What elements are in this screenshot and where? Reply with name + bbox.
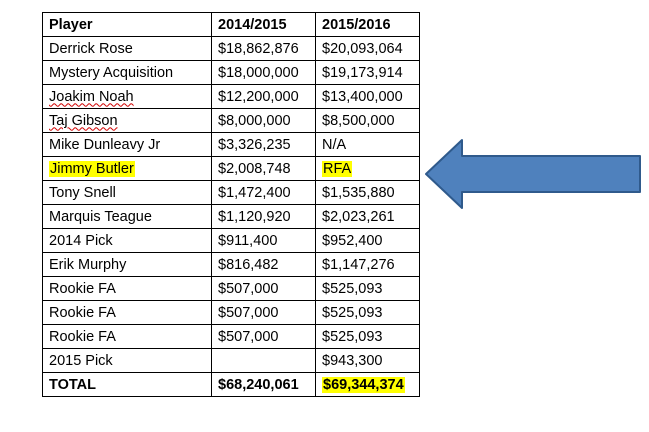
spellcheck-underlined-name: Taj Gibson — [49, 112, 118, 129]
left-arrow-icon — [425, 139, 641, 209]
table-row: Mystery Acquisition $18,000,000 $19,173,… — [42, 60, 420, 85]
player-cell: 2015 Pick — [42, 348, 212, 373]
salary-2015-cell: $943,300 — [315, 348, 420, 373]
table-row: Tony Snell $1,472,400 $1,535,880 — [42, 180, 420, 205]
header-player: Player — [42, 12, 212, 37]
spellcheck-underlined-name: Joakim Noah — [49, 88, 134, 105]
player-cell: Rookie FA — [42, 324, 212, 349]
table-row: Rookie FA $507,000 $525,093 — [42, 276, 420, 301]
salary-2014-cell: $507,000 — [211, 276, 316, 301]
salary-2015-cell: $525,093 — [315, 324, 420, 349]
salary-2015-cell: $13,400,000 — [315, 84, 420, 109]
salary-2014-cell: $8,000,000 — [211, 108, 316, 133]
table-row: Taj Gibson $8,000,000 $8,500,000 — [42, 108, 420, 133]
header-row: Player 2014/2015 2015/2016 — [42, 12, 420, 37]
highlighted-player: Jimmy Butler — [49, 160, 135, 177]
table-row: Mike Dunleavy Jr $3,326,235 N/A — [42, 132, 420, 157]
player-cell: Tony Snell — [42, 180, 212, 205]
header-2015-2016: 2015/2016 — [315, 12, 420, 37]
salary-2014-cell: $816,482 — [211, 252, 316, 277]
salary-2015-cell: $8,500,000 — [315, 108, 420, 133]
salary-2015-cell: $20,093,064 — [315, 36, 420, 61]
player-cell: Taj Gibson — [42, 108, 212, 133]
table-row: Marquis Teague $1,120,920 $2,023,261 — [42, 204, 420, 229]
salary-2014-cell: $1,472,400 — [211, 180, 316, 205]
salary-2015-cell: $1,147,276 — [315, 252, 420, 277]
salary-table: Player 2014/2015 2015/2016 Derrick Rose … — [42, 12, 420, 397]
table-row: 2014 Pick $911,400 $952,400 — [42, 228, 420, 253]
salary-2014-cell: $2,008,748 — [211, 156, 316, 181]
salary-2014-cell: $507,000 — [211, 300, 316, 325]
salary-2014-cell: $911,400 — [211, 228, 316, 253]
header-2014-2015: 2014/2015 — [211, 12, 316, 37]
salary-2014-cell: $507,000 — [211, 324, 316, 349]
highlighted-total: $69,344,374 — [322, 376, 405, 393]
salary-2014-cell: $18,862,876 — [211, 36, 316, 61]
table-row-highlighted: Jimmy Butler $2,008,748 RFA — [42, 156, 420, 181]
salary-2015-cell: $1,535,880 — [315, 180, 420, 205]
total-label: TOTAL — [42, 372, 212, 397]
salary-2014-cell: $12,200,000 — [211, 84, 316, 109]
salary-2015-cell: $2,023,261 — [315, 204, 420, 229]
player-cell: Erik Murphy — [42, 252, 212, 277]
salary-2014-cell: $18,000,000 — [211, 60, 316, 85]
arrow-shape — [425, 139, 641, 209]
player-cell: Mike Dunleavy Jr — [42, 132, 212, 157]
salary-2015-cell: $19,173,914 — [315, 60, 420, 85]
player-cell: Rookie FA — [42, 276, 212, 301]
player-cell: Derrick Rose — [42, 36, 212, 61]
table-row: Joakim Noah $12,200,000 $13,400,000 — [42, 84, 420, 109]
player-cell: 2014 Pick — [42, 228, 212, 253]
highlighted-status: RFA — [322, 160, 353, 177]
player-cell: Rookie FA — [42, 300, 212, 325]
salary-2014-cell — [211, 348, 316, 373]
table-row: Rookie FA $507,000 $525,093 — [42, 300, 420, 325]
salary-2014-cell: $1,120,920 — [211, 204, 316, 229]
player-cell: Mystery Acquisition — [42, 60, 212, 85]
player-cell: Jimmy Butler — [42, 156, 212, 181]
salary-2015-cell: N/A — [315, 132, 420, 157]
table-row: 2015 Pick $943,300 — [42, 348, 420, 373]
salary-2015-cell: $525,093 — [315, 300, 420, 325]
total-2015-cell: $69,344,374 — [315, 372, 420, 397]
salary-2015-cell: RFA — [315, 156, 420, 181]
table-row: Erik Murphy $816,482 $1,147,276 — [42, 252, 420, 277]
table-row: Rookie FA $507,000 $525,093 — [42, 324, 420, 349]
total-row: TOTAL $68,240,061 $69,344,374 — [42, 372, 420, 397]
salary-2014-cell: $3,326,235 — [211, 132, 316, 157]
table-row: Derrick Rose $18,862,876 $20,093,064 — [42, 36, 420, 61]
player-cell: Joakim Noah — [42, 84, 212, 109]
salary-2015-cell: $952,400 — [315, 228, 420, 253]
salary-2015-cell: $525,093 — [315, 276, 420, 301]
total-2014-cell: $68,240,061 — [211, 372, 316, 397]
player-cell: Marquis Teague — [42, 204, 212, 229]
